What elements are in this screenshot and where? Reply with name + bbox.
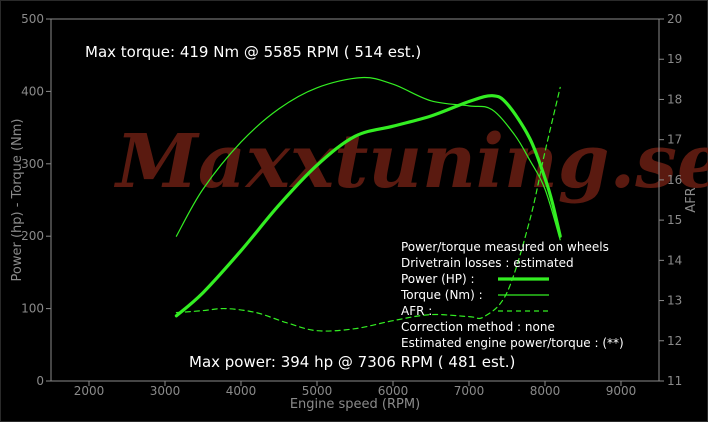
x-tick-label: 7000 xyxy=(454,384,485,398)
legend-heading-measured: Power/torque measured on wheels xyxy=(401,240,609,254)
x-tick-label: 2000 xyxy=(74,384,105,398)
legend-heading-losses: Drivetrain losses : estimated xyxy=(401,256,574,270)
legend-entry-label: AFR : xyxy=(401,304,432,318)
plot-frame xyxy=(50,18,660,382)
y-tick-label: 100 xyxy=(21,302,44,316)
x-axis-label: Engine speed (RPM) xyxy=(290,397,420,412)
y-axis-label: Power (hp) - Torque (Nm) xyxy=(10,119,25,282)
max-torque-annotation: Max torque: 419 Nm @ 5585 RPM ( 514 est.… xyxy=(85,43,421,61)
y2-tick-label: 18 xyxy=(667,92,682,106)
y2-tick-label: 11 xyxy=(667,374,682,388)
legend-entry-label: Power (HP) : xyxy=(401,272,475,286)
y2-tick-label: 12 xyxy=(667,334,682,348)
x-tick-label: 3000 xyxy=(150,384,181,398)
y2-tick-label: 19 xyxy=(667,52,682,66)
y-tick-label: 500 xyxy=(21,12,44,26)
x-tick-label: 9000 xyxy=(606,384,637,398)
y2-axis-label: AFR xyxy=(684,187,699,212)
series-line-afr xyxy=(175,86,561,332)
y-tick-label: 300 xyxy=(21,157,44,171)
y2-tick-label: 14 xyxy=(667,253,682,267)
y2-tick-label: 20 xyxy=(667,12,682,26)
x-tick-label: 4000 xyxy=(226,384,257,398)
y-tick-label: 0 xyxy=(36,374,44,388)
max-power-annotation: Max power: 394 hp @ 7306 RPM ( 481 est.) xyxy=(189,353,515,371)
y2-tick-label: 16 xyxy=(667,173,682,187)
series-line-torque-nm xyxy=(175,76,561,241)
legend-estimated-note: Estimated engine power/torque : (**) xyxy=(401,336,624,350)
legend: Power/torque measured on wheels Drivetrai… xyxy=(400,240,624,350)
x-tick-label: 6000 xyxy=(378,384,409,398)
y-tick-label: 400 xyxy=(21,84,44,98)
y-tick-label: 200 xyxy=(21,229,44,243)
x-tick-label: 8000 xyxy=(530,384,561,398)
y2-tick-label: 15 xyxy=(667,213,682,227)
legend-entry-label: Torque (Nm) : xyxy=(400,288,483,302)
x-tick-label: 5000 xyxy=(302,384,333,398)
y2-tick-label: 13 xyxy=(667,294,682,308)
legend-correction-method: Correction method : none xyxy=(401,320,555,334)
y2-tick-label: 17 xyxy=(667,133,682,147)
watermark-text: Maxxtuning.se xyxy=(113,119,708,205)
